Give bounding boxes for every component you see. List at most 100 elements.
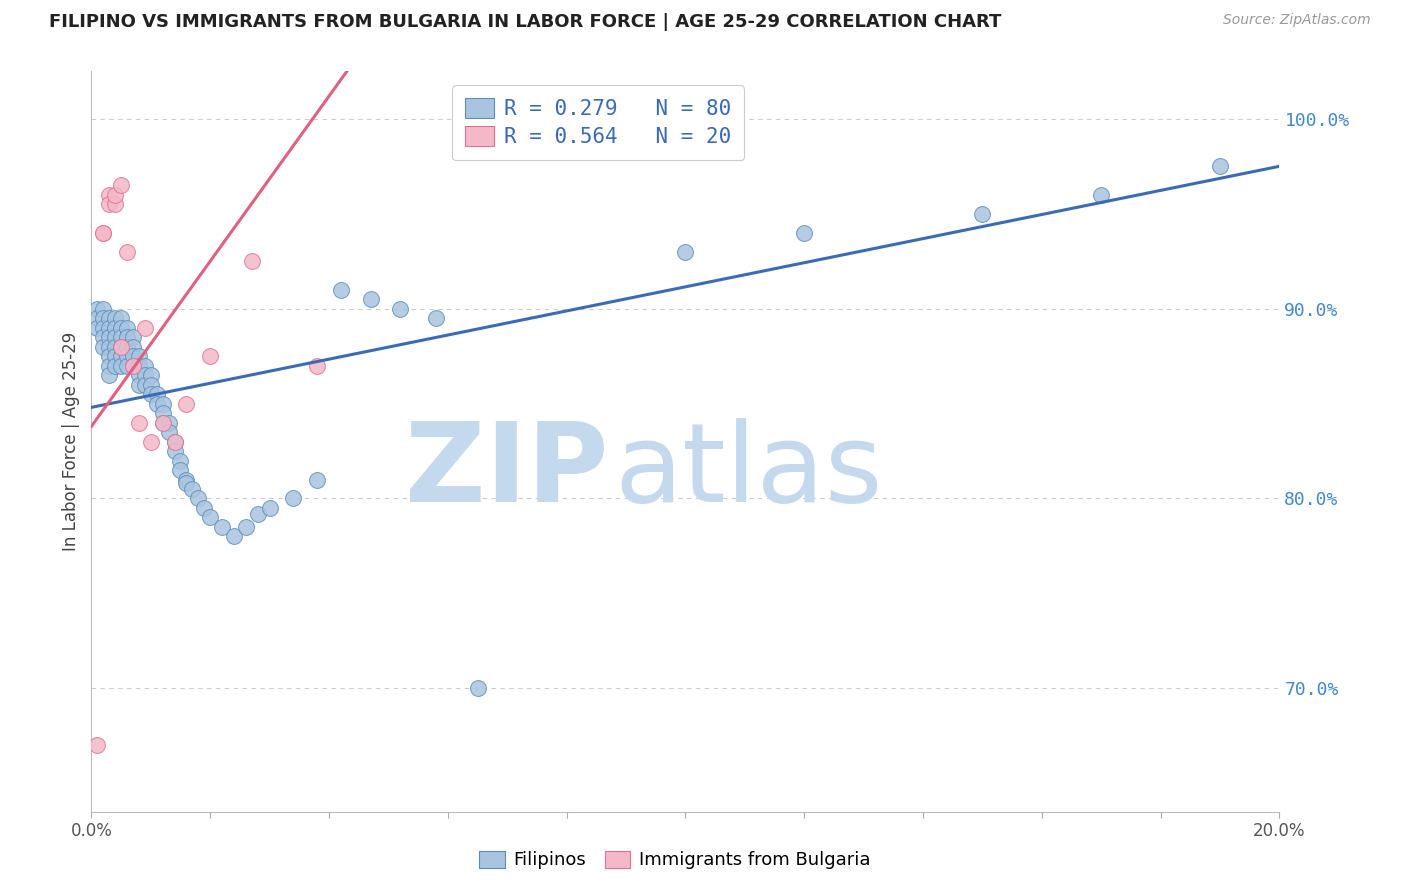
Point [98, 368, 121, 383]
Point [145, 396, 167, 410]
Point [104, 320, 127, 334]
Point [115, 340, 138, 354]
Point [176, 396, 198, 410]
Point [98, 330, 121, 344]
Legend: R = 0.279   N = 80, R = 0.564   N = 20: R = 0.279 N = 80, R = 0.564 N = 20 [453, 86, 744, 160]
Point [329, 283, 352, 297]
Point [91, 320, 114, 334]
Point [1090, 187, 1112, 202]
Point [187, 491, 209, 506]
Point [86, 311, 108, 326]
Point [176, 476, 198, 491]
Text: ZIP: ZIP [405, 417, 609, 524]
Point [163, 434, 186, 449]
Point [134, 320, 156, 334]
Point [145, 387, 167, 401]
Point [128, 416, 150, 430]
Point [425, 311, 447, 326]
Point [673, 244, 696, 259]
Point [122, 359, 145, 373]
Point [122, 340, 145, 354]
Point [176, 473, 198, 487]
Point [115, 244, 138, 259]
Point [91, 226, 114, 240]
Point [360, 292, 382, 306]
Point [110, 359, 132, 373]
Point [110, 349, 132, 363]
Point [86, 739, 108, 753]
Point [222, 529, 245, 543]
Point [128, 349, 150, 363]
Point [235, 520, 257, 534]
Point [110, 340, 132, 354]
Point [307, 473, 329, 487]
Point [157, 416, 180, 430]
Point [104, 340, 127, 354]
Point [91, 330, 114, 344]
Point [193, 500, 215, 515]
Point [104, 359, 127, 373]
Point [163, 444, 186, 458]
Y-axis label: In Labor Force | Age 25-29: In Labor Force | Age 25-29 [62, 332, 80, 551]
Point [98, 349, 121, 363]
Point [110, 178, 132, 193]
Point [115, 330, 138, 344]
Point [91, 340, 114, 354]
Point [134, 368, 156, 383]
Point [122, 349, 145, 363]
Point [259, 500, 281, 515]
Point [793, 226, 815, 240]
Point [139, 434, 162, 449]
Point [98, 320, 121, 334]
Point [152, 396, 174, 410]
Point [110, 311, 132, 326]
Point [122, 359, 145, 373]
Point [104, 311, 127, 326]
Point [152, 416, 174, 430]
Point [163, 434, 186, 449]
Point [307, 359, 329, 373]
Point [98, 340, 121, 354]
Point [110, 320, 132, 334]
Point [246, 507, 269, 521]
Point [86, 301, 108, 316]
Point [98, 359, 121, 373]
Point [128, 368, 150, 383]
Point [128, 377, 150, 392]
Point [91, 301, 114, 316]
Point [200, 349, 222, 363]
Point [110, 340, 132, 354]
Point [169, 453, 191, 467]
Point [104, 187, 127, 202]
Point [104, 197, 127, 211]
Point [152, 416, 174, 430]
Legend: Filipinos, Immigrants from Bulgaria: Filipinos, Immigrants from Bulgaria [471, 842, 879, 879]
Point [181, 482, 204, 496]
Point [134, 377, 156, 392]
Point [115, 359, 138, 373]
Text: Source: ZipAtlas.com: Source: ZipAtlas.com [1223, 13, 1371, 28]
Point [86, 320, 108, 334]
Text: atlas: atlas [614, 417, 883, 524]
Point [139, 368, 162, 383]
Point [115, 349, 138, 363]
Point [110, 330, 132, 344]
Point [122, 330, 145, 344]
Point [139, 387, 162, 401]
Point [98, 187, 121, 202]
Point [115, 320, 138, 334]
Point [91, 226, 114, 240]
Point [152, 406, 174, 420]
Point [283, 491, 305, 506]
Point [104, 330, 127, 344]
Point [157, 425, 180, 439]
Point [139, 377, 162, 392]
Point [91, 311, 114, 326]
Point [211, 520, 233, 534]
Point [1209, 159, 1232, 173]
Text: FILIPINO VS IMMIGRANTS FROM BULGARIA IN LABOR FORCE | AGE 25-29 CORRELATION CHAR: FILIPINO VS IMMIGRANTS FROM BULGARIA IN … [49, 13, 1001, 31]
Point [134, 359, 156, 373]
Point [240, 254, 263, 268]
Point [200, 510, 222, 524]
Point [128, 359, 150, 373]
